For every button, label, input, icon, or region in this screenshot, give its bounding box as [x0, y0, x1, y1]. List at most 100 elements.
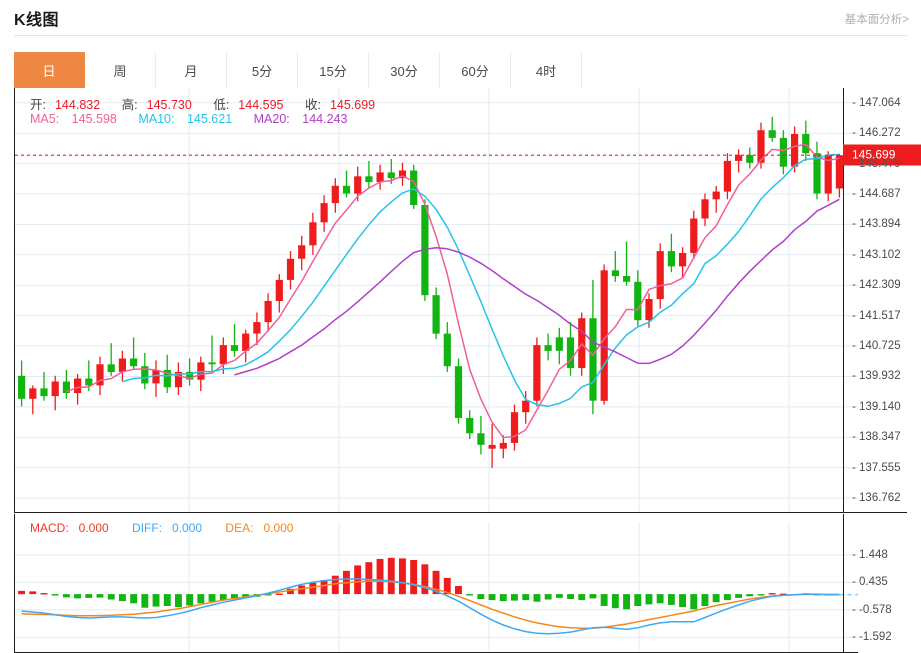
macd-bar — [600, 594, 608, 606]
candle — [331, 178, 339, 213]
low-value: 144.595 — [238, 98, 284, 112]
macd-bar — [231, 594, 238, 599]
macd-bar — [544, 594, 552, 600]
open-value: 144.832 — [54, 98, 101, 112]
high-label: 高: — [121, 98, 138, 112]
candle — [51, 375, 59, 411]
macd-bar — [477, 594, 485, 599]
candle — [253, 312, 261, 346]
macd-bar — [320, 580, 328, 595]
candle — [813, 141, 821, 200]
candle — [510, 404, 519, 451]
macd-tick-label: - 0.435 — [852, 576, 888, 589]
tab-15分[interactable]: 15分 — [298, 52, 369, 88]
candle — [488, 423, 496, 468]
fundamental-analysis-link[interactable]: 基本面分析> — [844, 14, 909, 26]
macd-bar — [455, 586, 462, 595]
page-title: K线图 — [14, 12, 60, 29]
tab-日[interactable]: 日 — [14, 52, 85, 88]
candle — [342, 170, 351, 198]
ma-line — [66, 143, 840, 439]
candle — [690, 210, 698, 259]
candle — [219, 337, 227, 374]
price-tick-label: - 141.517 — [852, 309, 901, 322]
macd-bar — [656, 594, 664, 604]
macd-bar — [186, 594, 194, 606]
tab-4时[interactable]: 4时 — [511, 52, 582, 88]
ma-legend: MA5: 145.598 MA10: 145.621 MA20: 144.243 — [30, 112, 365, 126]
macd-chart-panel[interactable] — [14, 514, 907, 653]
candle — [735, 149, 743, 173]
price-tick-label: - 144.687 — [852, 188, 901, 201]
candle — [477, 416, 485, 455]
price-tick-label: - 140.725 — [852, 340, 901, 353]
candle — [298, 235, 306, 271]
macd-bar — [522, 594, 530, 601]
macd-bar — [723, 594, 731, 601]
ma5-label: MA5: — [30, 112, 60, 126]
macd-bar — [197, 594, 205, 604]
price-tick-label: - 139.140 — [852, 400, 901, 413]
candle — [679, 247, 687, 278]
macd-bar — [567, 594, 574, 599]
candlestick-chart — [15, 88, 858, 512]
macd-bar — [163, 594, 171, 606]
close-value: 145.699 — [329, 98, 376, 112]
tab-5分[interactable]: 5分 — [227, 52, 298, 88]
macd-bar — [735, 594, 742, 598]
macd-bar — [667, 594, 675, 605]
tab-60分[interactable]: 60分 — [440, 52, 511, 88]
candle — [130, 337, 138, 370]
macd-bar — [152, 594, 160, 607]
macd-bar — [410, 560, 418, 595]
candle — [656, 243, 664, 309]
tab-月[interactable]: 月 — [156, 52, 227, 88]
macd-bar — [96, 594, 104, 598]
candle — [712, 185, 720, 213]
macd-bar — [511, 594, 518, 601]
macd-legend: MACD: 0.000 DIFF: 0.000 DEA: 0.000 — [30, 521, 313, 535]
candle — [746, 147, 754, 169]
macd-bar — [645, 594, 653, 605]
dea-value: 0.000 — [263, 521, 294, 535]
tab-周[interactable]: 周 — [85, 52, 156, 88]
candle — [264, 293, 272, 332]
price-tick-label: - 138.347 — [852, 431, 901, 444]
candle — [824, 151, 832, 202]
candle — [623, 241, 631, 286]
tab-30分[interactable]: 30分 — [369, 52, 440, 88]
macd-bar — [29, 591, 37, 595]
price-tick-label: - 143.102 — [852, 248, 901, 261]
candle — [96, 356, 104, 395]
macd-bar — [387, 557, 395, 595]
candle — [421, 199, 429, 301]
candle — [589, 279, 597, 415]
candle — [802, 120, 810, 161]
candle — [174, 362, 183, 395]
candle — [398, 162, 407, 186]
close-label: 收: — [304, 98, 321, 112]
price-tick-label: - 139.932 — [852, 370, 901, 383]
candle — [600, 264, 608, 405]
candle — [466, 410, 474, 440]
candle — [107, 343, 115, 376]
candle — [85, 360, 93, 392]
macd-bar — [219, 594, 227, 601]
candle — [208, 335, 216, 372]
price-chart-panel[interactable] — [14, 88, 907, 513]
macd-bar — [712, 594, 720, 603]
candle — [701, 193, 709, 227]
macd-bar — [757, 594, 765, 596]
macd-bar — [242, 594, 250, 598]
macd-bar — [634, 594, 642, 606]
macd-bar — [208, 594, 216, 602]
candle — [522, 391, 530, 424]
candle — [634, 270, 642, 326]
price-tick-label: - 142.309 — [852, 279, 901, 292]
candle — [410, 164, 418, 209]
candle — [275, 274, 283, 313]
candle — [499, 435, 507, 459]
macd-bar — [701, 594, 709, 606]
period-tabbar: 日周月 5分 15分 30分 60分 4时 — [14, 52, 907, 89]
ma20-value: 144.243 — [302, 112, 348, 126]
